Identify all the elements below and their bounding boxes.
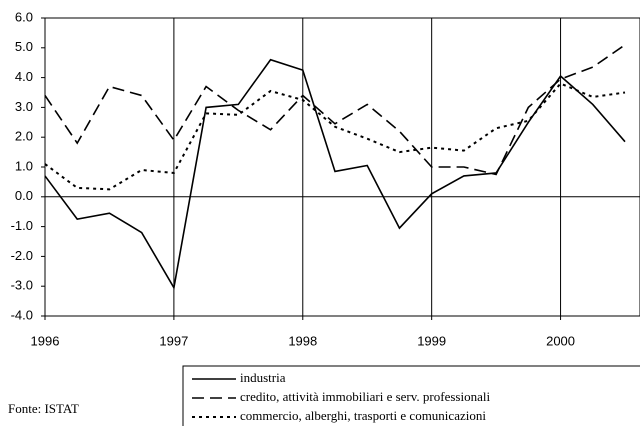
- y-tick-label: -1.0: [11, 218, 33, 233]
- x-tick-label: 1996: [31, 333, 60, 348]
- y-tick-label: 4.0: [15, 69, 33, 84]
- series-line: [44, 82, 626, 191]
- y-tick-label: 2.0: [15, 129, 33, 144]
- source-note: Fonte: ISTAT: [8, 401, 79, 416]
- x-tick-label: 2000: [546, 333, 575, 348]
- x-tick-label: 1997: [159, 333, 188, 348]
- y-tick-label: 0.0: [15, 188, 33, 203]
- y-tick-label: 1.0: [15, 158, 33, 173]
- legend-label: credito, attività immobiliari e serv. pr…: [240, 389, 490, 404]
- y-tick-label: 5.0: [15, 39, 33, 54]
- y-tick-label: -2.0: [11, 248, 33, 263]
- y-tick-label: 3.0: [15, 99, 33, 114]
- plot-area: [44, 17, 640, 317]
- y-tick-label: 6.0: [15, 9, 33, 24]
- legend-box: [182, 365, 640, 426]
- legend-label: commercio, alberghi, trasporti e comunic…: [240, 408, 486, 423]
- x-tick-label: 1999: [417, 333, 446, 348]
- x-tick-label: 1998: [288, 333, 317, 348]
- legend-label: industria: [240, 370, 286, 385]
- y-tick-label: -3.0: [11, 278, 33, 293]
- series-line: [44, 58, 626, 290]
- series-line: [44, 44, 626, 176]
- y-tick-label: -4.0: [11, 307, 33, 322]
